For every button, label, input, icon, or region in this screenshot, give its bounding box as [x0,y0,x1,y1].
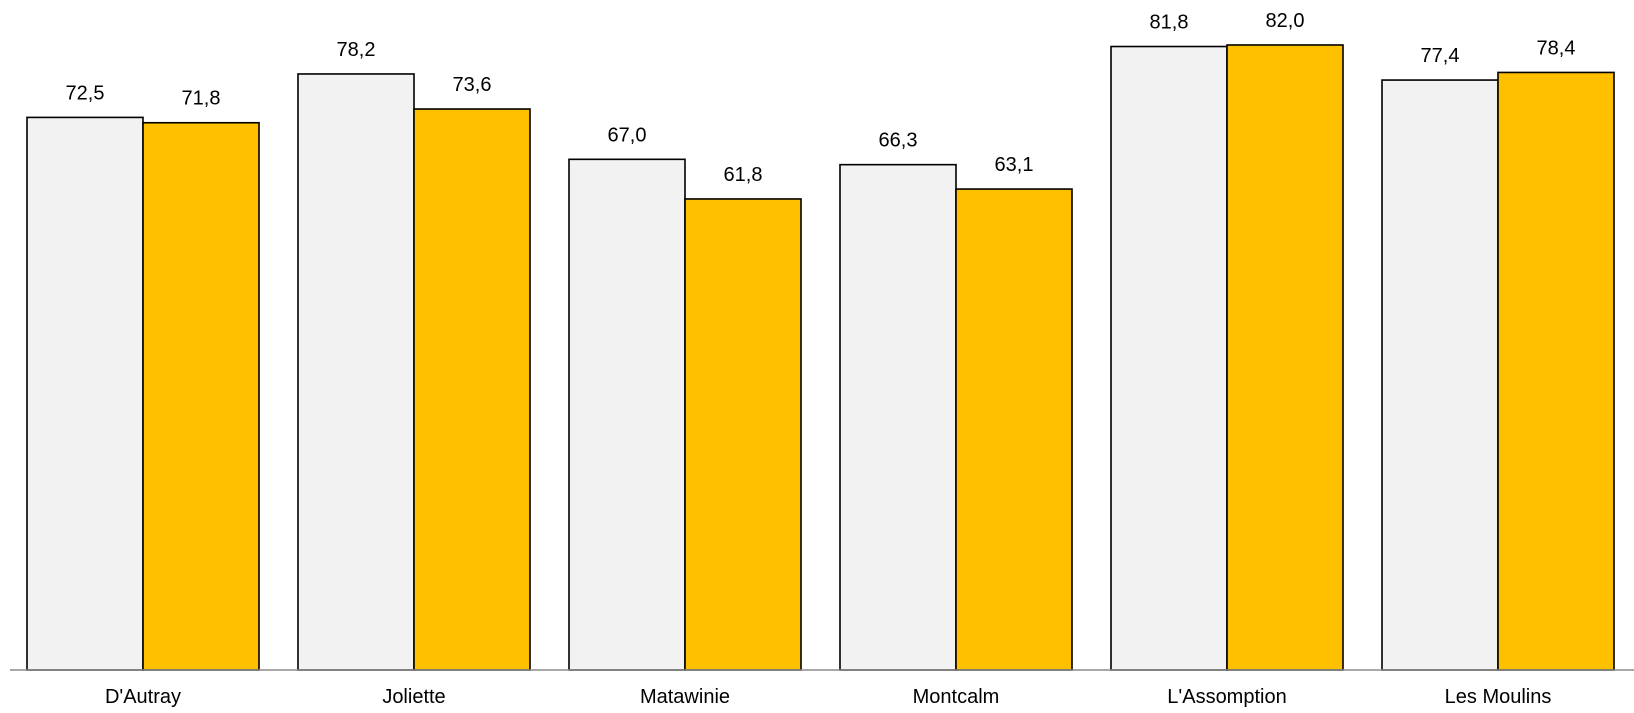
value-label-1-1: 78,2 [337,39,376,61]
value-label-1-2: 67,0 [608,124,647,146]
bar-1-3 [839,163,957,671]
bar-2-3 [955,188,1073,671]
bar-1-5 [1381,79,1499,671]
value-label-1-0: 72,5 [66,82,105,104]
value-label-2-0: 71,8 [182,88,221,110]
bar-2-0 [142,121,260,671]
value-label-2-3: 63,1 [995,154,1034,176]
value-labels-group: 72,5 71,8 78,2 73,6 67,0 61,8 66,3 63,1 81,8 82,0… [66,10,1576,186]
category-label-5: Les Moulins [1445,686,1552,708]
value-label-2-2: 61,8 [724,164,763,186]
category-labels-group: D'Autray Joliette Matawinie Montcalm L'Assom… [105,686,1551,708]
value-label-2-5: 78,4 [1537,37,1576,59]
category-label-0: D'Autray [105,686,181,708]
bars-group [26,44,1615,671]
value-label-1-5: 77,4 [1421,45,1460,67]
bar-2-5 [1497,71,1615,671]
category-label-2: Matawinie [640,686,730,708]
bar-1-1 [297,73,415,671]
value-label-2-1: 73,6 [453,74,492,96]
category-label-4: L'Assomption [1167,686,1286,708]
value-label-1-3: 66,3 [879,130,918,152]
bar-2-4 [1226,44,1344,671]
bar-2-2 [684,198,802,671]
bar-1-0 [26,116,144,671]
bar-1-2 [568,158,686,671]
bar-1-4 [1110,45,1228,671]
bar-2-1 [413,108,531,671]
value-label-2-4: 82,0 [1266,10,1305,32]
category-label-3: Montcalm [913,686,1000,708]
category-label-1: Joliette [382,686,445,708]
value-label-1-4: 81,8 [1150,12,1189,34]
